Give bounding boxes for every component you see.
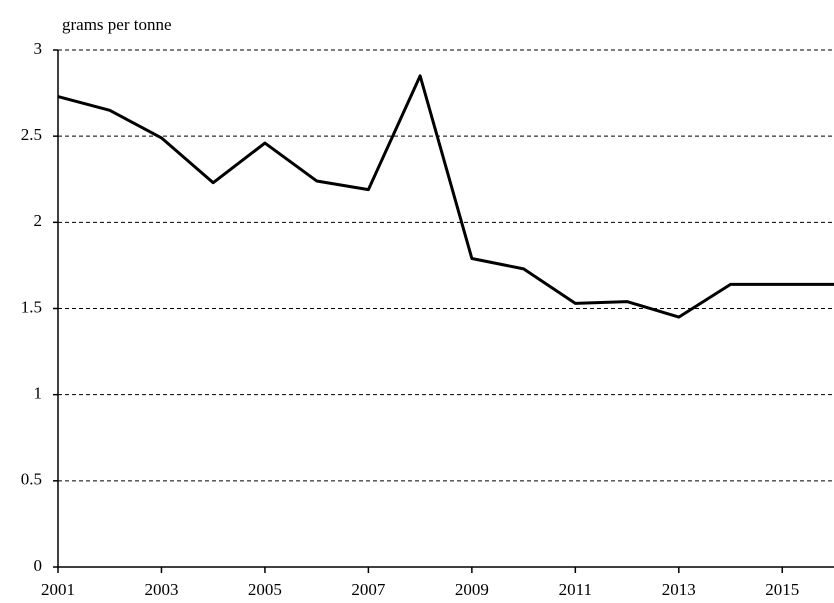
- x-tick-label: 2003: [144, 580, 178, 599]
- y-tick-label: 0: [34, 556, 43, 575]
- y-tick-label: 1: [34, 384, 43, 403]
- x-tick-label: 2005: [248, 580, 282, 599]
- y-tick-label: 1.5: [21, 297, 42, 316]
- y-tick-label: 2: [34, 211, 43, 230]
- y-tick-label: 0.5: [21, 470, 42, 489]
- x-tick-label: 2007: [351, 580, 386, 599]
- x-tick-label: 2015: [765, 580, 799, 599]
- x-tick-label: 2013: [662, 580, 696, 599]
- y-tick-label: 2.5: [21, 125, 42, 144]
- y-tick-label: 3: [34, 39, 43, 58]
- x-tick-label: 2009: [455, 580, 489, 599]
- y-axis-label: grams per tonne: [62, 15, 172, 34]
- x-tick-label: 2001: [41, 580, 75, 599]
- line: [57, 74, 834, 319]
- x-tick-label: 2011: [559, 580, 592, 599]
